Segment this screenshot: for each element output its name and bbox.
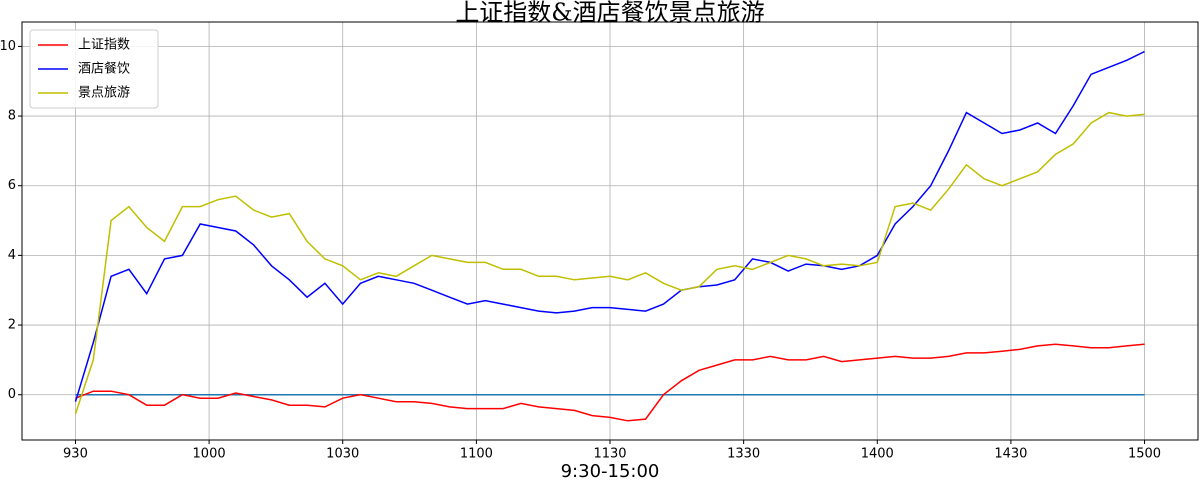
y-tick-label: 6 [8, 178, 16, 193]
series-line [75, 343, 1145, 422]
x-tick-label: 1500 [1128, 447, 1161, 462]
legend-box [29, 29, 159, 109]
y-tick-label: 0 [8, 387, 16, 402]
y-tick-label: 8 [8, 109, 16, 124]
x-axis-label: 9:30-15:00 [561, 461, 660, 482]
legend-label: 景点旅游 [78, 86, 130, 101]
x-tick-label: 1030 [326, 447, 359, 462]
y-tick-label: 10 [0, 39, 16, 54]
x-tick-label: 1430 [994, 447, 1027, 462]
y-tick-label: 4 [8, 248, 16, 263]
x-tick-label: 1000 [193, 447, 226, 462]
x-tick-label: 1330 [727, 447, 760, 462]
plot-frame [21, 21, 1199, 441]
x-tick-label: 1100 [460, 447, 493, 462]
x-tick-label: 930 [63, 447, 88, 462]
x-tick-label: 1130 [593, 447, 626, 462]
x-tick-label: 1400 [861, 447, 894, 462]
series-line [74, 111, 1145, 415]
legend-label: 酒店餐饮 [78, 61, 130, 77]
series-line [74, 50, 1145, 402]
legend-label: 上证指数 [78, 38, 130, 53]
y-tick-label: 2 [8, 318, 16, 333]
